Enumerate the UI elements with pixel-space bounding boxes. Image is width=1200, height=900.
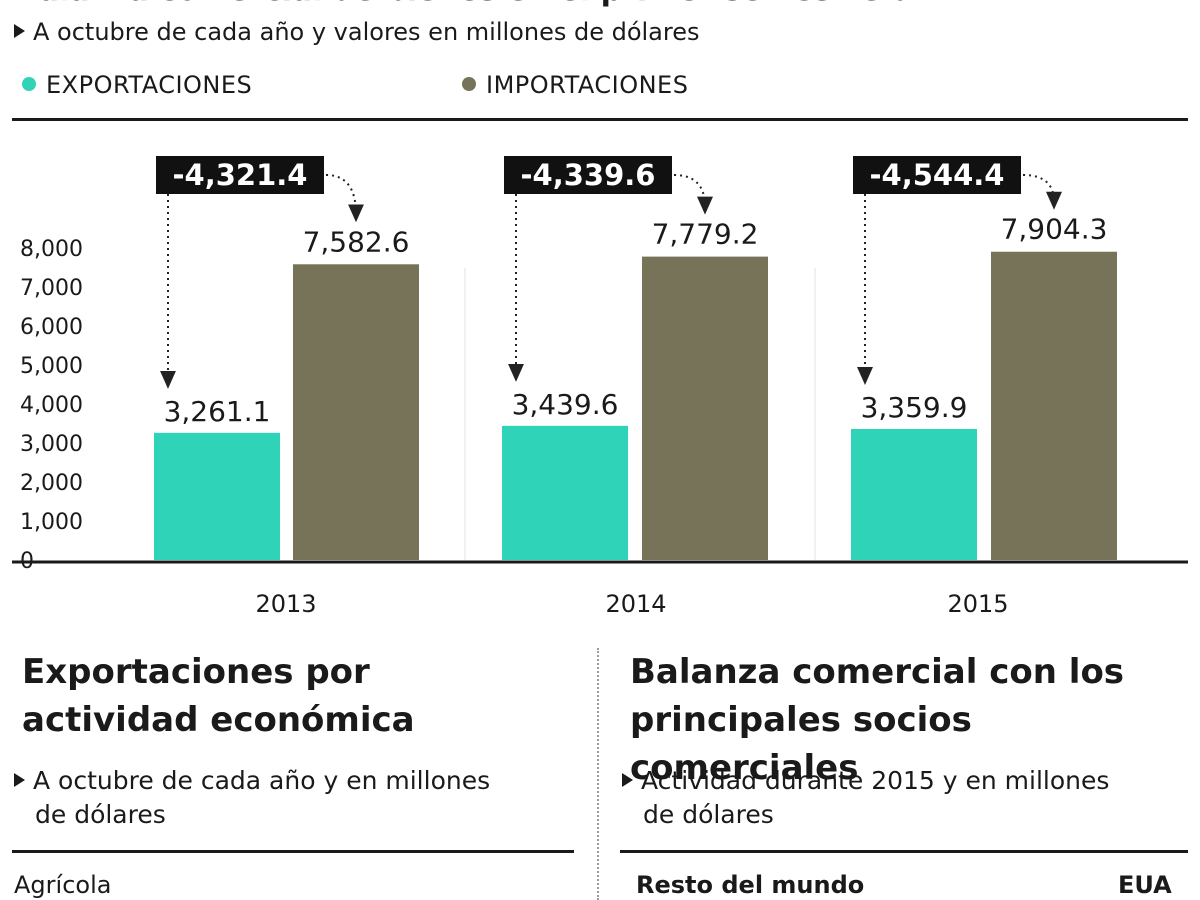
section-subtitle-line: de dólares — [35, 800, 166, 829]
data-label-exports-2014: 3,439.6 — [512, 388, 619, 421]
bar-chart: 01,0002,0003,0004,0005,0006,0007,0008,00… — [12, 156, 1188, 618]
legend-exports: EXPORTACIONES — [22, 68, 252, 102]
bar-imports-2015 — [991, 251, 1117, 560]
y-axis: 01,0002,0003,0004,0005,0006,0007,0008,00… — [20, 237, 83, 574]
top-rule — [12, 118, 1188, 121]
section-subtitle-line: de dólares — [643, 800, 774, 829]
balance-box-2014 — [504, 156, 672, 194]
data-label-exports-2013: 3,261.1 — [164, 395, 271, 428]
legend-imports: IMPORTACIONES — [462, 68, 688, 102]
y-tick-label: 1,000 — [20, 510, 83, 535]
x-tick-label-2013: 2013 — [255, 590, 316, 618]
section-subtitle-line: Actividad durante 2015 y en millones — [641, 766, 1110, 795]
x-axis: 2013 2014 2015 — [12, 560, 1188, 618]
section-subtitle-exports: A octubre de cada año y en millones de d… — [14, 764, 490, 832]
bar-exports-2014 — [502, 425, 628, 560]
right-section-rule — [620, 850, 1188, 853]
data-label-imports-2013: 7,582.6 — [303, 225, 410, 258]
balance-arrow-imports-2015 — [1022, 174, 1062, 210]
data-label-exports-2015: 3,359.9 — [861, 391, 968, 424]
bar-exports-2015 — [851, 428, 977, 560]
y-tick-label: 4,000 — [20, 393, 83, 418]
y-tick-label: 6,000 — [20, 315, 83, 340]
bar-exports-2013 — [154, 432, 280, 560]
data-label-imports-2015: 7,904.3 — [1001, 213, 1108, 246]
x-tick-label-2015: 2015 — [947, 590, 1008, 618]
row-label-eua: EUA — [1118, 871, 1172, 899]
x-tick-label-2014: 2014 — [605, 590, 666, 618]
cut-off-title: Balanza comercial de bienes en el primer… — [16, 0, 916, 8]
balance-annotations: -4,321.4 -4,339.6 -4,544.4 — [156, 156, 1062, 389]
bars: 3,261.1 7,582.6 3,439.6 7,779.2 3,359.9 7,904… — [154, 213, 1117, 560]
legend-exports-dot-icon — [22, 77, 36, 91]
y-tick-label: 5,000 — [20, 354, 83, 379]
balance-label-2013: -4,321.4 — [173, 158, 308, 192]
section-title-line: principales socios comerciales — [630, 700, 972, 788]
balance-box-2015 — [853, 156, 1021, 194]
bar-imports-2014 — [642, 256, 768, 560]
balance-label-2015: -4,544.4 — [870, 158, 1005, 192]
bar-imports-2013 — [293, 264, 419, 560]
y-tick-label: 3,000 — [20, 432, 83, 457]
legend-imports-label: IMPORTACIONES — [486, 71, 689, 99]
balance-label-2014: -4,339.6 — [521, 158, 656, 192]
section-subtitle-partners: Actividad durante 2015 y en millones de … — [622, 764, 1109, 832]
section-subtitle-line: A octubre de cada año y en millones — [33, 766, 491, 795]
section-title-line: Balanza comercial con los — [630, 652, 1125, 692]
y-tick-label: 2,000 — [20, 471, 83, 496]
section-title-trade-partners: Balanza comercial con los principales so… — [630, 648, 1200, 792]
balance-arrow-imports-2014 — [673, 174, 713, 215]
section-divider — [597, 648, 599, 900]
section-title-line: actividad económica — [22, 700, 415, 740]
y-tick-label: 7,000 — [20, 276, 83, 301]
balance-box-2013 — [156, 156, 324, 194]
triangle-bullet-icon — [14, 24, 25, 38]
chart-subtitle: A octubre de cada año y valores en millo… — [14, 16, 700, 48]
section-title-exports-by-activity: Exportaciones por actividad económica — [22, 648, 415, 744]
legend-imports-dot-icon — [462, 77, 476, 91]
left-section-rule — [12, 850, 574, 853]
triangle-bullet-icon — [14, 773, 25, 787]
balance-arrow-imports-2013 — [325, 174, 364, 223]
y-tick-label: 8,000 — [20, 237, 83, 262]
section-title-line: Exportaciones por — [22, 652, 370, 692]
row-label-agricola: Agrícola — [14, 871, 112, 899]
chart-subtitle-text: A octubre de cada año y valores en millo… — [33, 18, 700, 46]
row-label-rest-of-world: Resto del mundo — [636, 871, 865, 899]
legend-exports-label: EXPORTACIONES — [46, 71, 253, 99]
data-label-imports-2014: 7,779.2 — [652, 218, 759, 251]
triangle-bullet-icon — [622, 773, 633, 787]
category-gap-lines — [464, 268, 816, 560]
